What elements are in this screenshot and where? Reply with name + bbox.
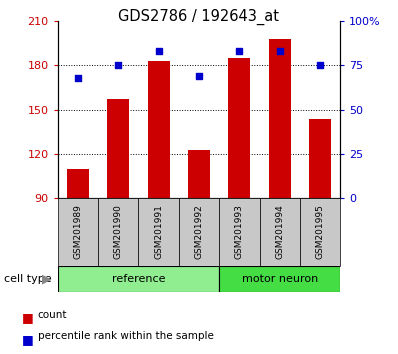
Text: motor neuron: motor neuron (242, 274, 318, 284)
Bar (148, 61, 170, 198)
Text: GSM201991: GSM201991 (154, 204, 163, 259)
Point (317, 63, 323, 68)
Bar (259, 198, 300, 266)
Bar (188, 149, 210, 198)
Bar (107, 99, 129, 198)
Bar (228, 58, 250, 198)
Text: count: count (38, 310, 67, 320)
Bar (300, 198, 340, 266)
Text: ■: ■ (22, 312, 34, 325)
Bar (98, 198, 139, 266)
Bar (309, 119, 331, 198)
Bar (219, 266, 340, 292)
Point (156, 48, 162, 54)
Point (196, 73, 202, 79)
Text: ▶: ▶ (42, 272, 52, 285)
Text: percentile rank within the sample: percentile rank within the sample (38, 331, 214, 341)
Bar (179, 198, 219, 266)
Text: GSM201992: GSM201992 (195, 205, 203, 259)
Text: GSM201990: GSM201990 (114, 204, 123, 259)
Text: GSM201994: GSM201994 (275, 205, 284, 259)
Point (75, 75, 81, 81)
Bar (139, 198, 179, 266)
Text: GDS2786 / 192643_at: GDS2786 / 192643_at (119, 9, 279, 25)
Bar (219, 198, 259, 266)
Text: GSM201989: GSM201989 (73, 204, 82, 259)
Bar (58, 198, 98, 266)
Text: cell type: cell type (4, 274, 52, 284)
Text: GSM201993: GSM201993 (235, 204, 244, 259)
Bar (58, 266, 219, 292)
Bar (269, 39, 291, 198)
Point (115, 63, 121, 68)
Bar (67, 169, 89, 198)
Text: GSM201995: GSM201995 (316, 204, 325, 259)
Point (236, 48, 242, 54)
Text: ■: ■ (22, 333, 34, 346)
Point (277, 48, 283, 54)
Text: reference: reference (112, 274, 165, 284)
